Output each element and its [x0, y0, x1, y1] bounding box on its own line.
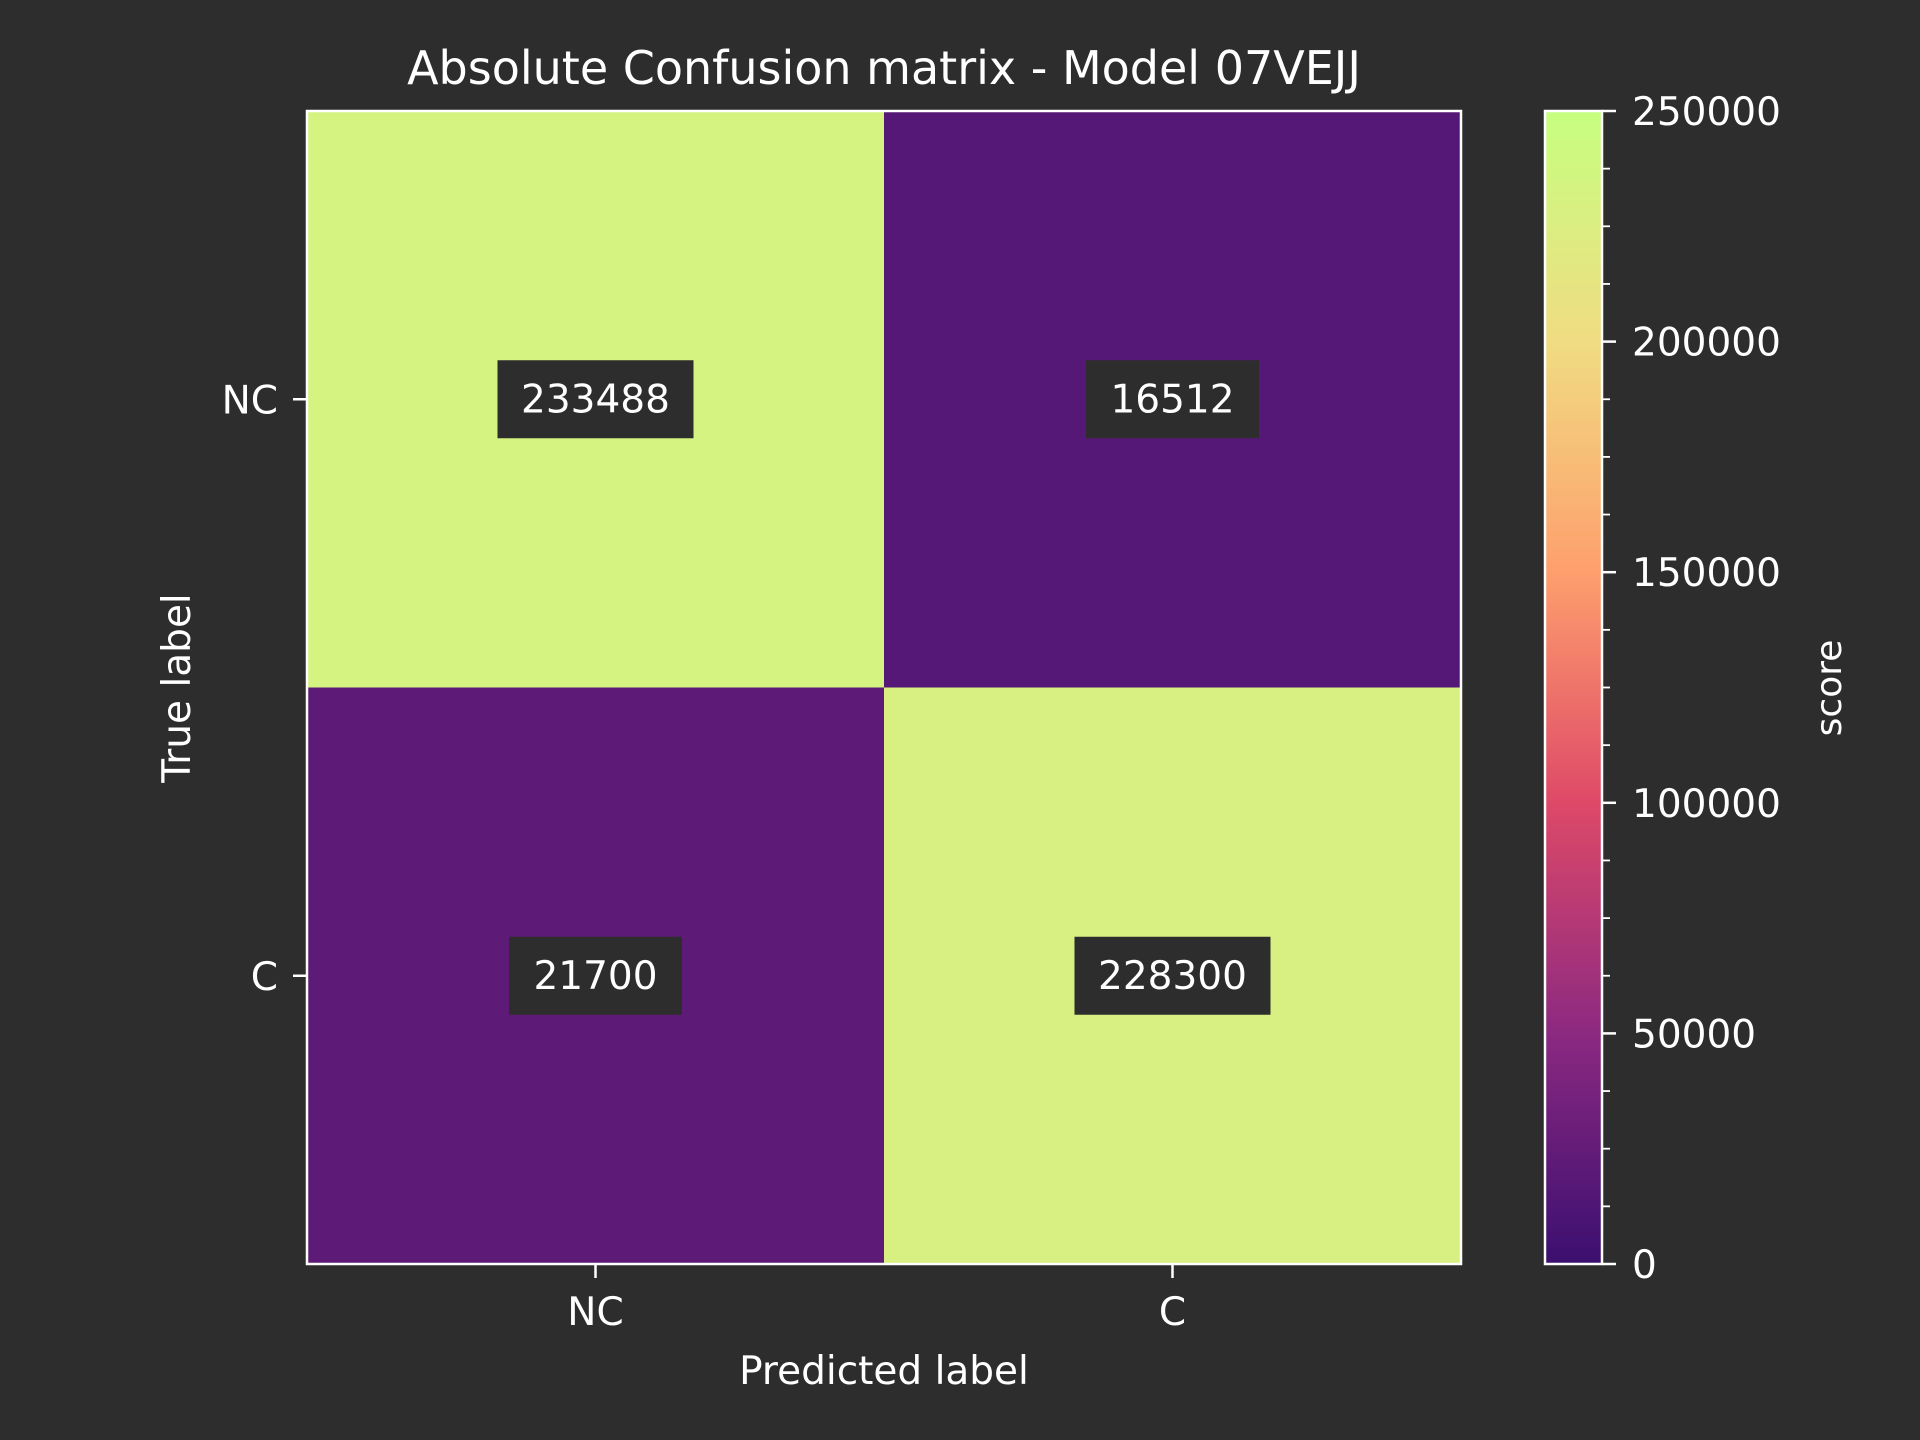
cell-value-label: 21700 [533, 954, 657, 999]
colorbar-tick-label: 0 [1632, 1243, 1657, 1288]
colorbar-tick-label: 250000 [1632, 90, 1781, 135]
cell-value-box [497, 360, 694, 439]
x-tick-label: NC [567, 1290, 623, 1335]
cell-value-box [509, 936, 682, 1015]
colorbar-tick-label: 50000 [1632, 1012, 1756, 1057]
y-tick-label: NC [222, 378, 278, 423]
colorbar-tick-label: 100000 [1632, 782, 1781, 827]
colorbar-ticks: 0 50000 100000 150000 200000 250000 [1602, 90, 1781, 1288]
y-axis-label: True label [155, 593, 200, 784]
x-axis-label: Predicted label [739, 1349, 1029, 1394]
heatmap-cells: 233488 16512 21700 228300 [307, 111, 1462, 1265]
cell-value-label: 228300 [1098, 954, 1247, 999]
colorbar [1543, 109, 1604, 1266]
cell-value-label: 16512 [1110, 377, 1234, 422]
x-tick-label: C [1159, 1290, 1186, 1335]
x-axis-ticks: NC C [567, 1264, 1186, 1335]
cell-value-box [1086, 360, 1259, 439]
chart-title: Absolute Confusion matrix - Model 07VEJJ [407, 41, 1361, 95]
colorbar-tick-label: 200000 [1632, 321, 1781, 366]
plot-frame [305, 109, 1463, 1266]
y-axis-ticks: NC C [222, 378, 307, 1000]
colorbar-label: score [1809, 640, 1850, 737]
colorbar-tick-label: 150000 [1632, 551, 1781, 596]
cell-value-box [1074, 936, 1271, 1015]
cell-value-label: 233488 [521, 377, 670, 422]
y-tick-label: C [251, 955, 278, 1000]
